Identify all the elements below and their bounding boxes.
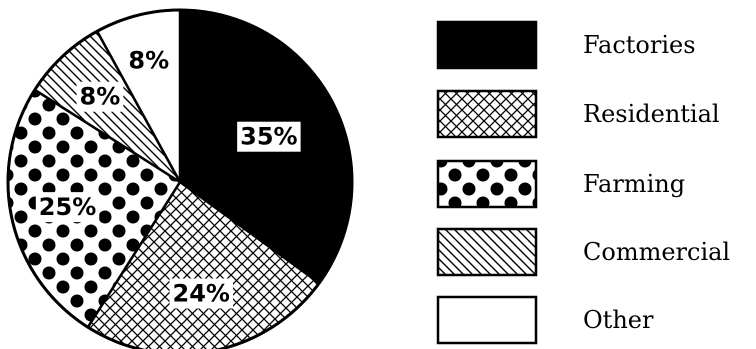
legend-label-residential: Residential xyxy=(583,100,720,128)
slice-label-factories: 35% xyxy=(240,123,297,151)
legend: Factories Residential Farming Commercial Oth… xyxy=(436,20,730,345)
slice-label-bg-other xyxy=(125,45,173,76)
legend-label-farming: Farming xyxy=(583,170,685,198)
legend-swatch-commercial xyxy=(436,227,538,277)
slice-label-other: 8% xyxy=(128,46,169,74)
pie-outline xyxy=(6,8,354,349)
legend-swatch-other xyxy=(436,295,538,345)
slice-label-residential: 24% xyxy=(173,280,230,308)
legend-label-commercial: Commercial xyxy=(583,238,730,266)
slice-label-commercial: 8% xyxy=(80,83,121,111)
slice-label-bg-factories xyxy=(237,121,301,152)
slice-value-labels: 35% 24% 25% 8%8% xyxy=(35,45,301,309)
slice-label-farming: 25% xyxy=(39,193,96,221)
legend-swatch-residential xyxy=(436,89,538,139)
slice-label-bg-residential xyxy=(169,278,233,309)
legend-swatch-farming xyxy=(436,159,538,209)
legend-label-other: Other xyxy=(583,306,654,334)
slice-label-bg-commercial xyxy=(76,81,124,112)
legend-swatch-factories xyxy=(436,20,538,70)
legend-label-factories: Factories xyxy=(583,31,696,59)
slice-label-bg-farming xyxy=(35,192,100,223)
